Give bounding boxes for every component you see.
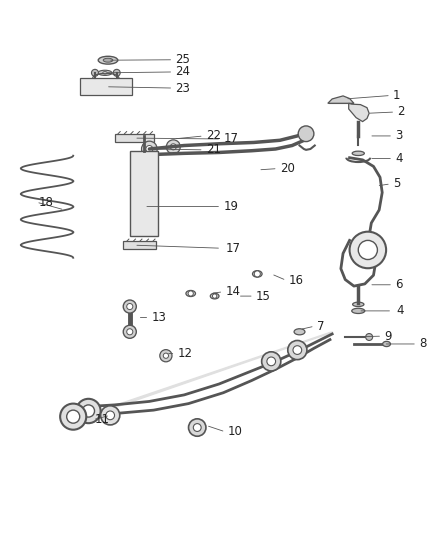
Polygon shape: [349, 103, 369, 122]
Circle shape: [358, 240, 378, 260]
Circle shape: [188, 291, 193, 296]
Circle shape: [127, 329, 133, 335]
Text: 12: 12: [178, 347, 193, 360]
Polygon shape: [328, 96, 354, 103]
Circle shape: [254, 271, 260, 277]
Ellipse shape: [383, 341, 391, 346]
Ellipse shape: [98, 56, 118, 64]
Circle shape: [160, 350, 172, 362]
FancyBboxPatch shape: [115, 134, 154, 142]
Circle shape: [92, 69, 99, 76]
Text: 22: 22: [206, 130, 221, 142]
Circle shape: [170, 144, 177, 150]
Ellipse shape: [353, 302, 364, 306]
Text: 25: 25: [176, 53, 191, 66]
Text: 10: 10: [228, 425, 243, 438]
Circle shape: [67, 410, 80, 423]
Circle shape: [366, 334, 373, 341]
Ellipse shape: [103, 71, 107, 74]
Text: 6: 6: [395, 278, 403, 291]
Circle shape: [298, 126, 314, 142]
Ellipse shape: [186, 290, 195, 296]
Ellipse shape: [253, 271, 262, 277]
Circle shape: [212, 294, 217, 298]
Text: 24: 24: [176, 66, 191, 78]
Circle shape: [293, 346, 302, 354]
Text: 4: 4: [395, 152, 403, 165]
Ellipse shape: [210, 293, 219, 299]
Circle shape: [141, 141, 157, 157]
Circle shape: [261, 352, 281, 371]
Text: 16: 16: [289, 274, 304, 287]
Circle shape: [267, 357, 276, 366]
Text: 11: 11: [95, 413, 110, 426]
Circle shape: [188, 419, 206, 436]
FancyBboxPatch shape: [80, 78, 132, 94]
Ellipse shape: [352, 308, 365, 313]
Text: 14: 14: [226, 285, 240, 298]
Text: 5: 5: [393, 177, 400, 190]
Ellipse shape: [352, 151, 364, 156]
Circle shape: [350, 232, 386, 268]
Circle shape: [106, 411, 115, 419]
Circle shape: [146, 146, 153, 152]
Circle shape: [193, 424, 201, 431]
Circle shape: [76, 399, 101, 423]
Text: 3: 3: [395, 130, 403, 142]
Circle shape: [60, 403, 86, 430]
Text: 20: 20: [280, 162, 295, 175]
Text: 17: 17: [223, 133, 238, 146]
Text: 15: 15: [256, 289, 271, 303]
Ellipse shape: [98, 70, 112, 76]
Text: 9: 9: [385, 329, 392, 343]
Circle shape: [123, 300, 136, 313]
Circle shape: [82, 405, 95, 417]
Ellipse shape: [294, 329, 305, 335]
Circle shape: [113, 69, 120, 76]
Text: 1: 1: [393, 89, 401, 102]
Circle shape: [123, 325, 136, 338]
Circle shape: [127, 303, 133, 310]
FancyBboxPatch shape: [130, 151, 158, 236]
Text: 19: 19: [223, 200, 238, 213]
Text: 4: 4: [396, 304, 404, 317]
Ellipse shape: [103, 58, 113, 62]
Text: 8: 8: [419, 337, 427, 351]
Circle shape: [101, 406, 120, 425]
Circle shape: [288, 341, 307, 360]
Text: 21: 21: [206, 143, 221, 156]
Text: 7: 7: [317, 320, 325, 333]
Circle shape: [166, 140, 180, 154]
Text: 23: 23: [176, 82, 191, 94]
Text: 13: 13: [152, 311, 166, 324]
FancyBboxPatch shape: [123, 241, 156, 249]
Circle shape: [163, 353, 169, 358]
Text: 2: 2: [397, 106, 405, 118]
Text: 18: 18: [39, 196, 53, 208]
Text: 17: 17: [226, 242, 240, 255]
